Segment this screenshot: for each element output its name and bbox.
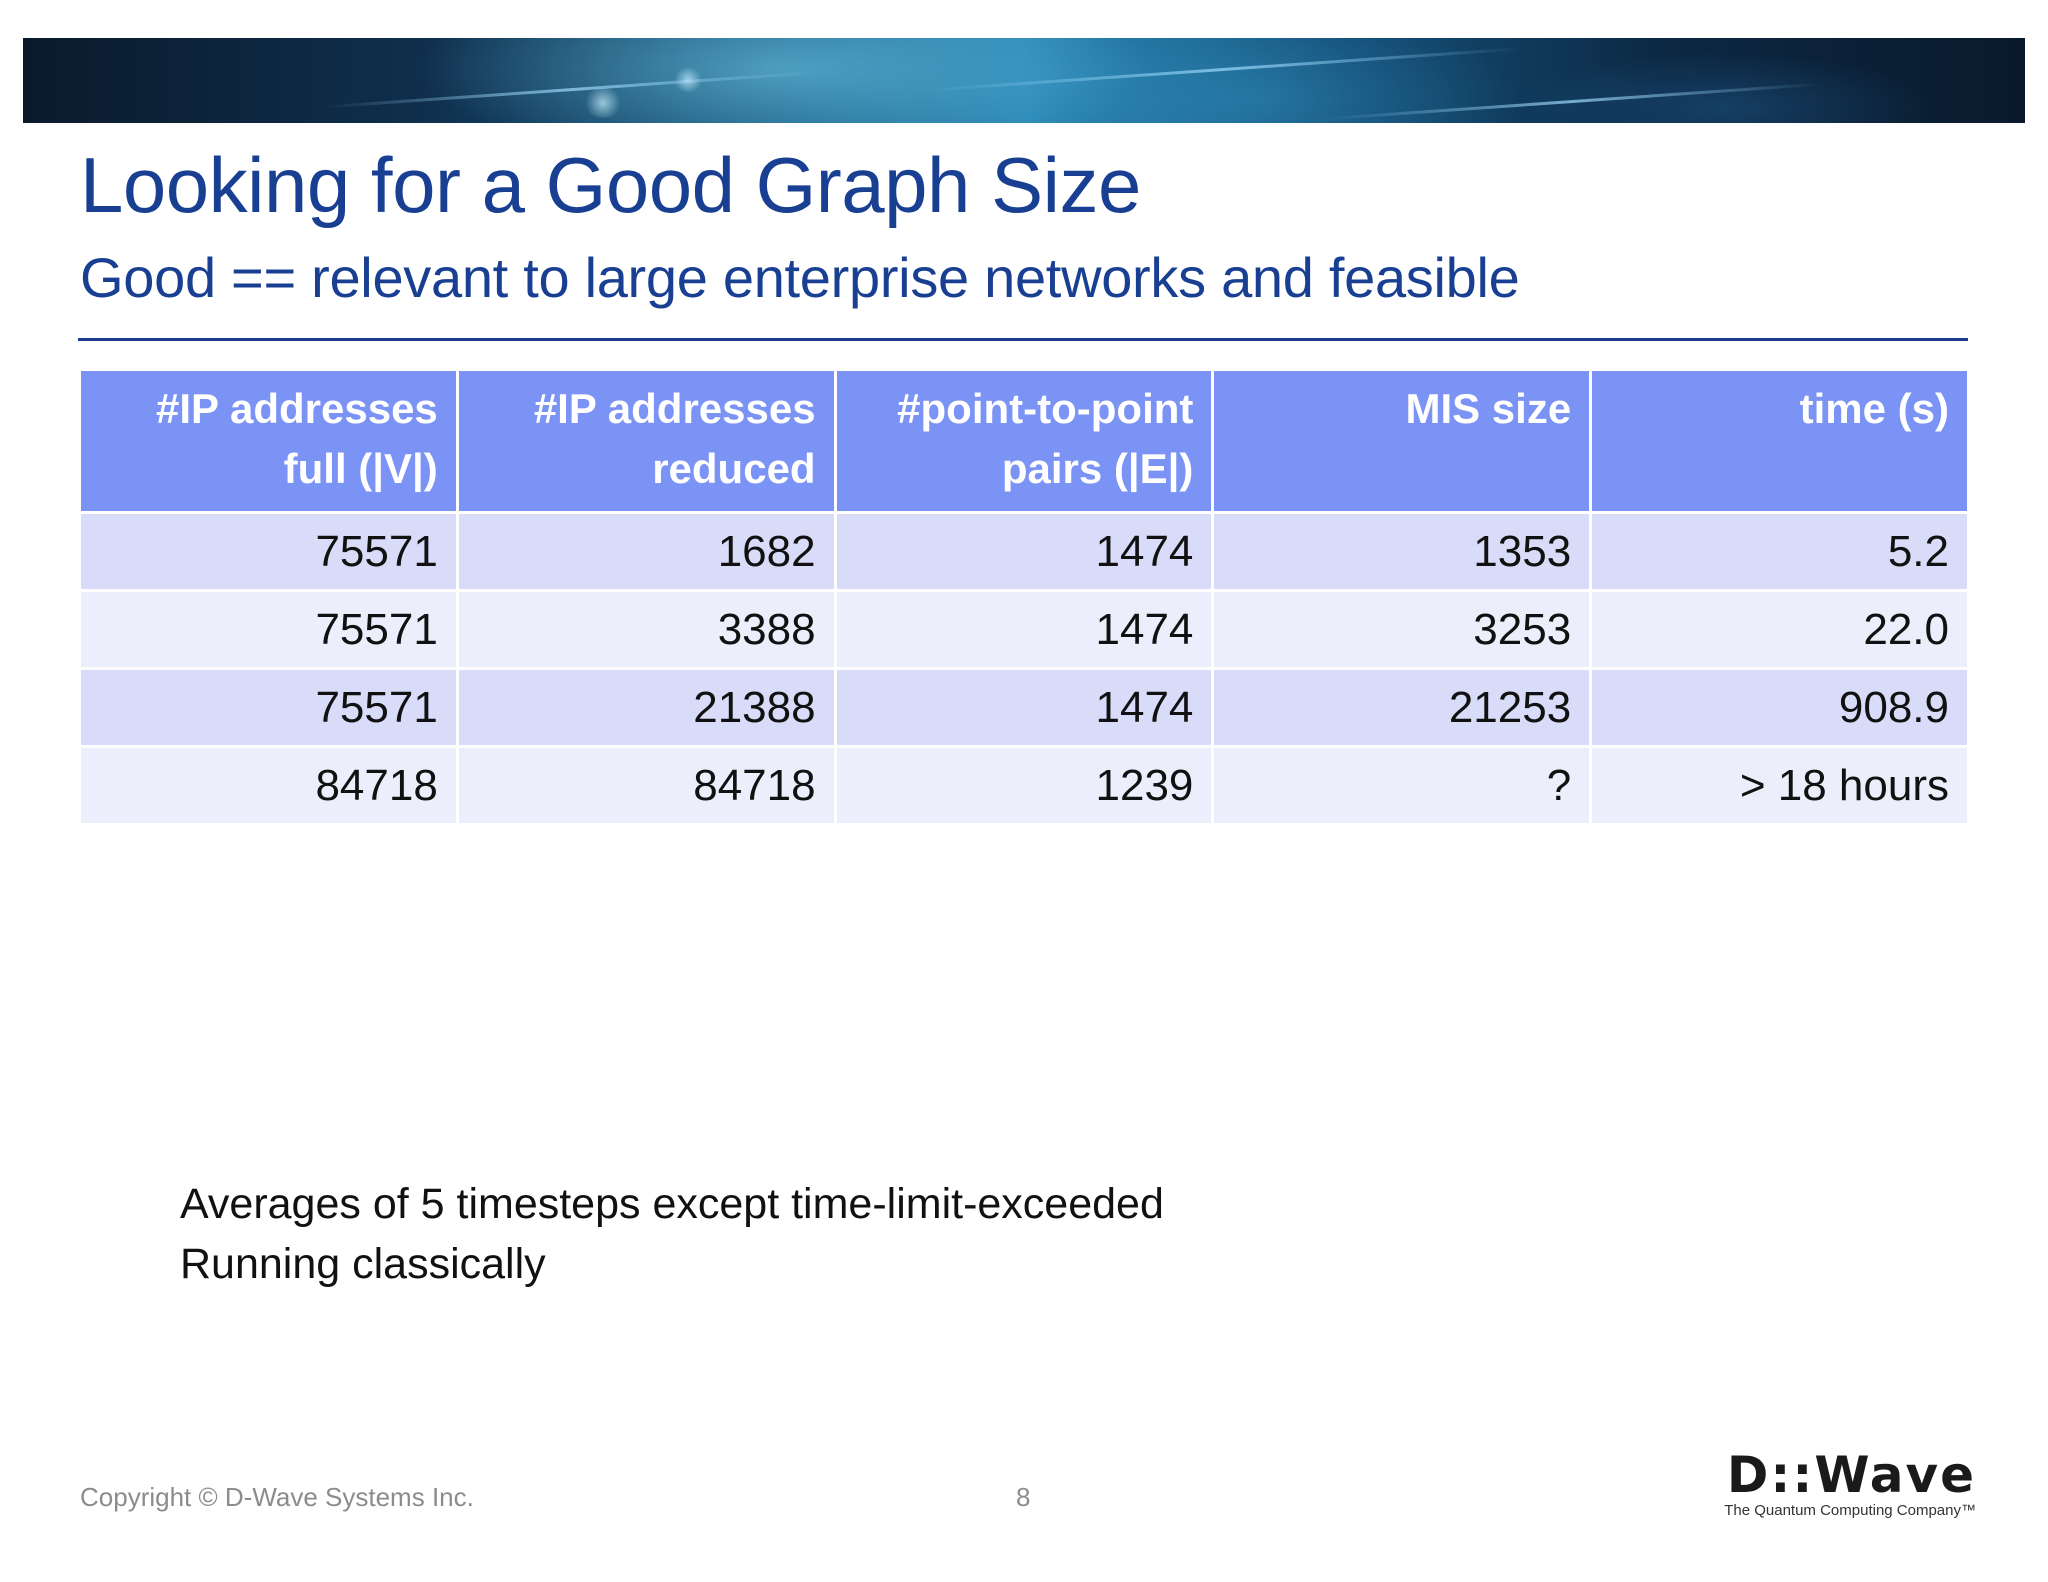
- table-row: 75571 3388 1474 3253 22.0: [80, 591, 1969, 669]
- header-line: #IP addresses: [469, 379, 816, 439]
- table-cell: 75571: [80, 591, 458, 669]
- logo-tagline: The Quantum Computing Company™: [1716, 1502, 1976, 1519]
- banner-glow: [673, 68, 703, 92]
- table-cell: > 18 hours: [1591, 747, 1969, 825]
- table-cell: 1239: [835, 747, 1213, 825]
- table-cell: 21388: [457, 669, 835, 747]
- header-line: pairs (|E|): [847, 439, 1194, 499]
- slide-title: Looking for a Good Graph Size: [80, 146, 1141, 224]
- table-header-row: #IP addresses full (|V|) #IP addresses r…: [80, 370, 1969, 513]
- slide-subtitle: Good == relevant to large enterprise net…: [80, 250, 1519, 306]
- header-line: full (|V|): [91, 439, 438, 499]
- page-number: 8: [1016, 1482, 1030, 1513]
- banner-glow: [583, 88, 623, 118]
- header-line: time (s): [1602, 379, 1949, 439]
- table-row: 84718 84718 1239 ? > 18 hours: [80, 747, 1969, 825]
- table-cell: 1474: [835, 513, 1213, 591]
- header-line: #point-to-point: [847, 379, 1194, 439]
- banner-streak: [324, 71, 823, 109]
- table-cell: 84718: [80, 747, 458, 825]
- header-banner: [23, 38, 2025, 123]
- table-cell: 3253: [1213, 591, 1591, 669]
- banner-streak: [1324, 83, 1823, 121]
- header-line: #IP addresses: [91, 379, 438, 439]
- column-header-pairs: #point-to-point pairs (|E|): [835, 370, 1213, 513]
- table-cell: 75571: [80, 669, 458, 747]
- dwave-logo: D::Wave The Quantum Computing Company™: [1716, 1450, 1976, 1519]
- table-row: 75571 21388 1474 21253 908.9: [80, 669, 1969, 747]
- table-cell: 84718: [457, 747, 835, 825]
- banner-streak: [924, 47, 1523, 92]
- table-cell: 22.0: [1591, 591, 1969, 669]
- column-header-ip-reduced: #IP addresses reduced: [457, 370, 835, 513]
- table-cell: 1682: [457, 513, 835, 591]
- logo-wordmark: D::Wave: [1716, 1450, 1976, 1500]
- column-header-mis-size: MIS size: [1213, 370, 1591, 513]
- column-header-ip-full: #IP addresses full (|V|): [80, 370, 458, 513]
- table-cell: 908.9: [1591, 669, 1969, 747]
- header-line: MIS size: [1224, 379, 1571, 439]
- table-row: 75571 1682 1474 1353 5.2: [80, 513, 1969, 591]
- table-cell: ?: [1213, 747, 1591, 825]
- header-line: reduced: [469, 439, 816, 499]
- footer-copyright: Copyright © D-Wave Systems Inc.: [80, 1482, 474, 1513]
- note-running-classically: Running classically: [180, 1243, 546, 1286]
- results-table: #IP addresses full (|V|) #IP addresses r…: [78, 368, 1970, 826]
- table-cell: 1474: [835, 669, 1213, 747]
- table-cell: 75571: [80, 513, 458, 591]
- note-averages: Averages of 5 timesteps except time-limi…: [180, 1183, 1164, 1226]
- column-header-time: time (s): [1591, 370, 1969, 513]
- title-divider: [78, 338, 1968, 341]
- table-cell: 5.2: [1591, 513, 1969, 591]
- table-cell: 1353: [1213, 513, 1591, 591]
- table-cell: 21253: [1213, 669, 1591, 747]
- table-cell: 1474: [835, 591, 1213, 669]
- table-cell: 3388: [457, 591, 835, 669]
